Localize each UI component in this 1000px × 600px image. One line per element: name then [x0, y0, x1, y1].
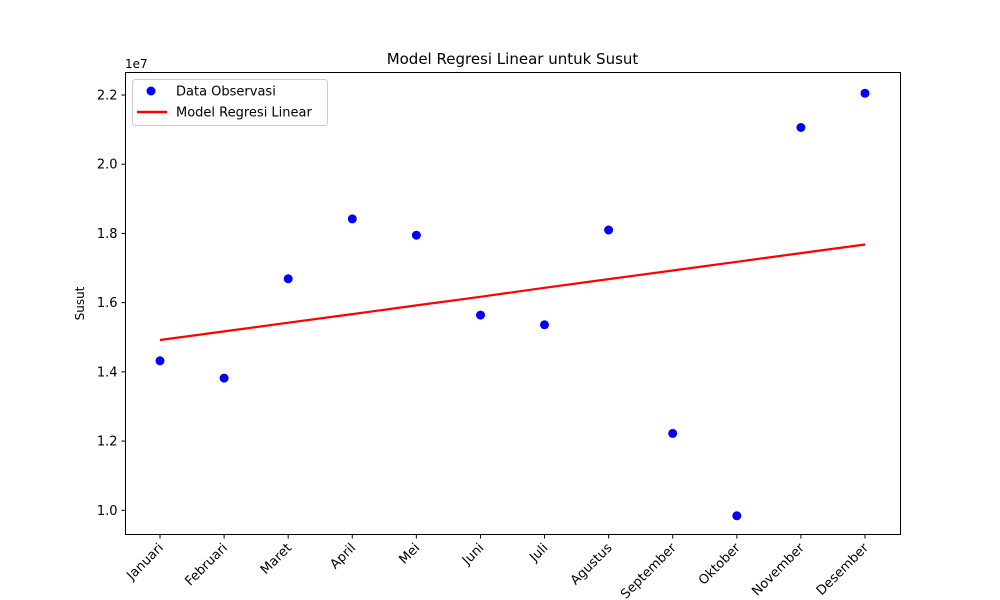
x-tick-label-desember: Desember	[814, 540, 872, 598]
chart-title: Model Regresi Linear untuk Susut	[387, 50, 639, 68]
data-point-januari	[155, 356, 165, 366]
x-tick-label-oktober: Oktober	[696, 540, 744, 588]
x-tick-label-maret: Maret	[258, 541, 295, 578]
data-point-oktober	[732, 511, 742, 521]
y-tick-label: 1.0	[97, 504, 118, 519]
y-tick-label: 1.8	[97, 227, 118, 242]
x-tick-label-juni: Juni	[459, 541, 487, 569]
y-tick-label: 1.2	[97, 435, 118, 450]
y-axis: 1.0 1.2 1.4 1.6 1.8 2.0 2.2	[97, 88, 126, 519]
legend-marker-data-observasi	[146, 86, 156, 96]
x-tick-label-juli: Juli	[526, 541, 551, 566]
regression-line	[159, 243, 866, 342]
y-tick-label: 2.2	[97, 88, 118, 103]
x-tick-label-mei: Mei	[396, 541, 423, 568]
y-axis-label: Susut	[73, 286, 87, 320]
x-tick-label-november: November	[749, 540, 808, 599]
plot-marks	[155, 88, 870, 521]
data-point-september	[668, 428, 678, 438]
data-point-juni	[476, 310, 485, 320]
x-tick-label-februari: Februari	[182, 541, 230, 589]
y-tick-label: 2.0	[97, 158, 118, 173]
y-tick-label: 1.4	[97, 365, 118, 380]
legend: Data Observasi Model Regresi Linear	[132, 79, 328, 126]
data-point-juli	[540, 320, 549, 330]
data-point-april	[347, 214, 357, 224]
y-axis-offset-label: 1e7	[125, 57, 148, 71]
x-tick-label-januari: Januari	[124, 541, 167, 584]
x-tick-label-agustus: Agustus	[568, 541, 616, 589]
x-tick-label-september: September	[618, 540, 680, 600]
legend-label-data-observasi: Data Observasi	[176, 85, 276, 100]
data-point-agustus	[604, 225, 614, 235]
data-point-mei	[411, 230, 421, 240]
legend-box	[132, 79, 328, 126]
data-point-november	[796, 123, 806, 132]
data-point-desember	[860, 88, 870, 98]
x-tick-label-april: April	[327, 541, 359, 573]
y-tick-label: 1.6	[97, 296, 118, 311]
data-point-maret	[283, 274, 293, 284]
plot-frame	[125, 72, 901, 535]
legend-label-model-regresi-linear: Model Regresi Linear	[176, 106, 312, 121]
data-point-februari	[219, 373, 229, 383]
x-axis: Januari Februari Maret April Mei Juni Juli Agus…	[124, 534, 872, 600]
